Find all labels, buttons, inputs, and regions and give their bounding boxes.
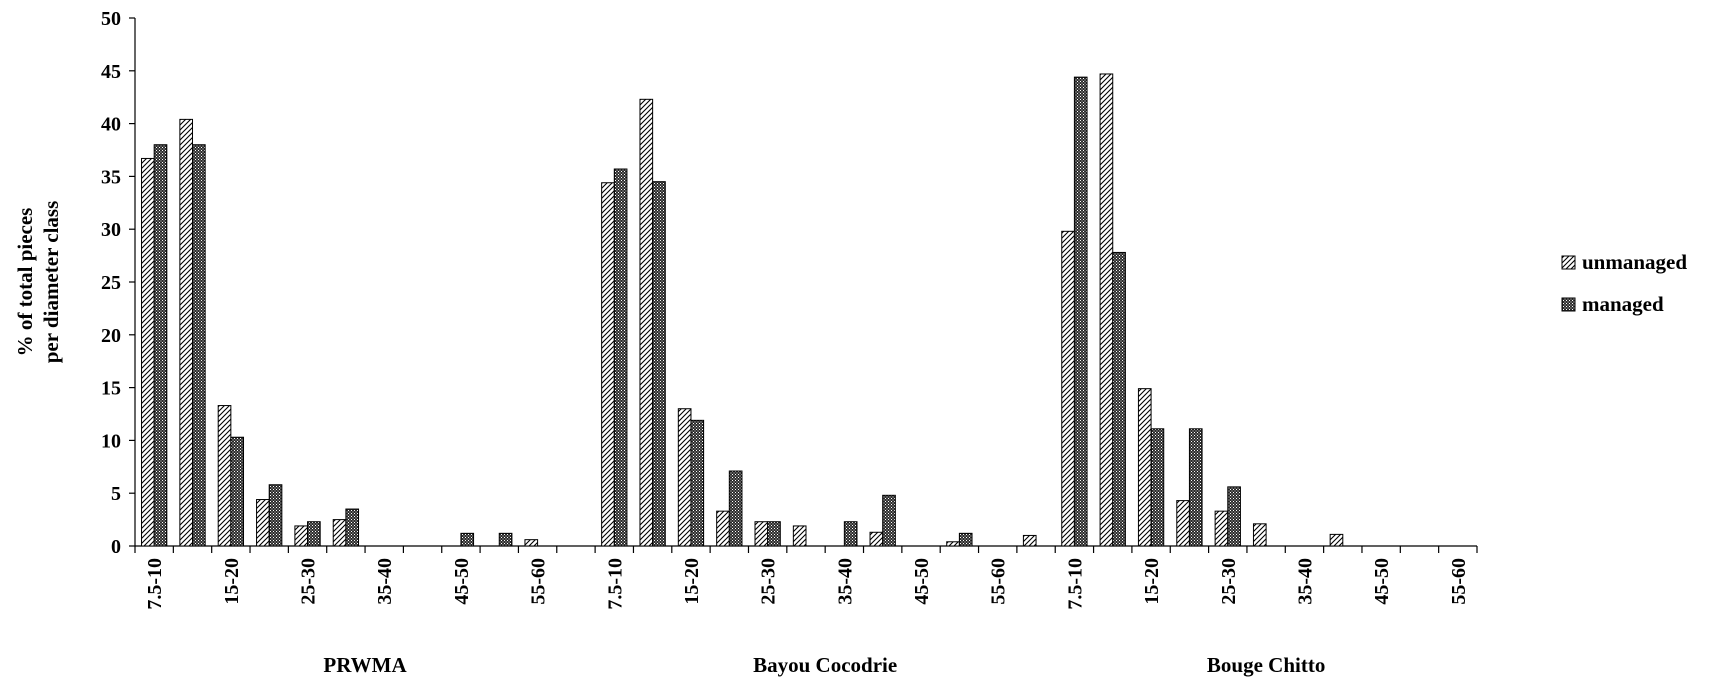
bar-managed: [192, 144, 206, 547]
bar-managed: [230, 436, 245, 547]
legend-label-managed: managed: [1582, 292, 1664, 316]
bar-unmanaged: [639, 98, 654, 547]
x-tick-label: 55-60: [988, 558, 1010, 605]
x-tick-label: 55-60: [528, 558, 550, 605]
bar-unmanaged: [141, 157, 155, 547]
bar-unmanaged: [1214, 510, 1229, 547]
legend: unmanaged managed: [1561, 250, 1687, 316]
legend-label-unmanaged: unmanaged: [1582, 250, 1687, 274]
x-tick-label: 15-20: [1141, 558, 1163, 605]
x-tick-label: 25-30: [758, 558, 780, 605]
bar-managed: [767, 521, 781, 547]
bar-managed: [153, 144, 168, 547]
y-tick-label: 25: [101, 272, 121, 294]
y-axis-title-line1: % of total pieces: [13, 208, 37, 357]
bar-unmanaged: [217, 405, 232, 547]
bar-managed: [652, 181, 666, 547]
bar-unmanaged: [332, 519, 347, 547]
x-tick-label: 15-20: [681, 558, 703, 605]
x-tick-label: 55-60: [1448, 558, 1470, 605]
x-tick-label: 15-20: [221, 558, 243, 605]
x-tick-label: 7.5-10: [144, 558, 166, 610]
x-tick-label: 45-50: [1371, 558, 1393, 605]
y-tick-label: 35: [101, 166, 121, 188]
bar-managed: [958, 532, 973, 547]
x-tick-label: 7.5-10: [1064, 558, 1086, 610]
y-tick-label: 20: [101, 325, 121, 347]
bar-managed: [1188, 428, 1203, 547]
bar-managed: [728, 470, 743, 547]
y-tick-label: 30: [101, 219, 121, 241]
bar-managed: [613, 168, 628, 547]
x-tick-label: 35-40: [834, 558, 856, 605]
group-label: PRWMA: [323, 653, 407, 677]
bar-unmanaged: [869, 531, 884, 547]
y-tick-label: 10: [101, 430, 121, 452]
y-tick-label: 15: [101, 378, 121, 400]
bar-unmanaged: [179, 118, 194, 547]
bar-managed: [843, 521, 858, 547]
bar-managed: [268, 484, 283, 547]
bars: [141, 73, 1344, 547]
bar-managed: [1073, 76, 1088, 547]
y-tick-label: 0: [111, 536, 121, 558]
x-tick-label: 45-50: [451, 558, 473, 605]
bar-unmanaged: [1176, 500, 1190, 547]
bar-unmanaged: [524, 539, 539, 547]
x-tick-label: 25-30: [298, 558, 320, 605]
y-axis: 0 5 10 15 20 25 30 35 40 45 50: [101, 8, 136, 558]
bar-managed: [498, 532, 513, 547]
bar-unmanaged: [716, 510, 730, 547]
bar-unmanaged: [1329, 533, 1344, 547]
y-axis-title: % of total pieces per diameter class: [13, 201, 63, 364]
legend-swatch-unmanaged: [1561, 255, 1576, 270]
bar-unmanaged: [946, 541, 960, 547]
bar-unmanaged: [1252, 523, 1267, 547]
bar-managed: [307, 521, 321, 547]
bar-unmanaged: [754, 521, 769, 547]
group-label: Bayou Cocodrie: [753, 653, 897, 677]
bar-unmanaged: [294, 525, 309, 547]
y-tick-label: 5: [111, 483, 121, 505]
group-label: Bouge Chitto: [1207, 653, 1325, 677]
x-tick-label: 25-30: [1218, 558, 1240, 605]
bar-unmanaged: [1061, 230, 1075, 547]
y-tick-label: 50: [101, 8, 121, 30]
bar-managed: [1227, 486, 1241, 547]
bar-managed: [882, 494, 896, 547]
x-tick-label: 7.5-10: [604, 558, 626, 610]
bar-unmanaged: [677, 408, 692, 547]
x-tick-label: 35-40: [374, 558, 396, 605]
bar-managed: [1112, 251, 1126, 547]
bar-managed: [460, 532, 475, 547]
y-axis-title-line2: per diameter class: [39, 201, 63, 364]
group-labels: PRWMA Bayou Cocodrie Bouge Chitto: [323, 653, 1325, 677]
x-axis: [134, 545, 1478, 553]
bar-managed: [1150, 428, 1165, 547]
bar-unmanaged: [1137, 388, 1152, 547]
x-tick-labels: 7.5-10 15-20 25-30 35-40 45-50 55-60 7.5-10 15-…: [144, 558, 1470, 610]
bar-unmanaged: [1022, 534, 1037, 547]
y-tick-label: 45: [101, 61, 121, 83]
bar-unmanaged: [601, 182, 615, 547]
bar-unmanaged: [256, 499, 270, 547]
bar-managed: [345, 508, 360, 547]
x-tick-label: 45-50: [911, 558, 933, 605]
legend-swatch-managed: [1561, 297, 1576, 312]
bar-managed: [690, 419, 705, 547]
bar-unmanaged: [792, 525, 807, 547]
bar-unmanaged: [1099, 73, 1114, 547]
x-tick-label: 35-40: [1294, 558, 1316, 605]
y-tick-label: 40: [101, 114, 121, 136]
